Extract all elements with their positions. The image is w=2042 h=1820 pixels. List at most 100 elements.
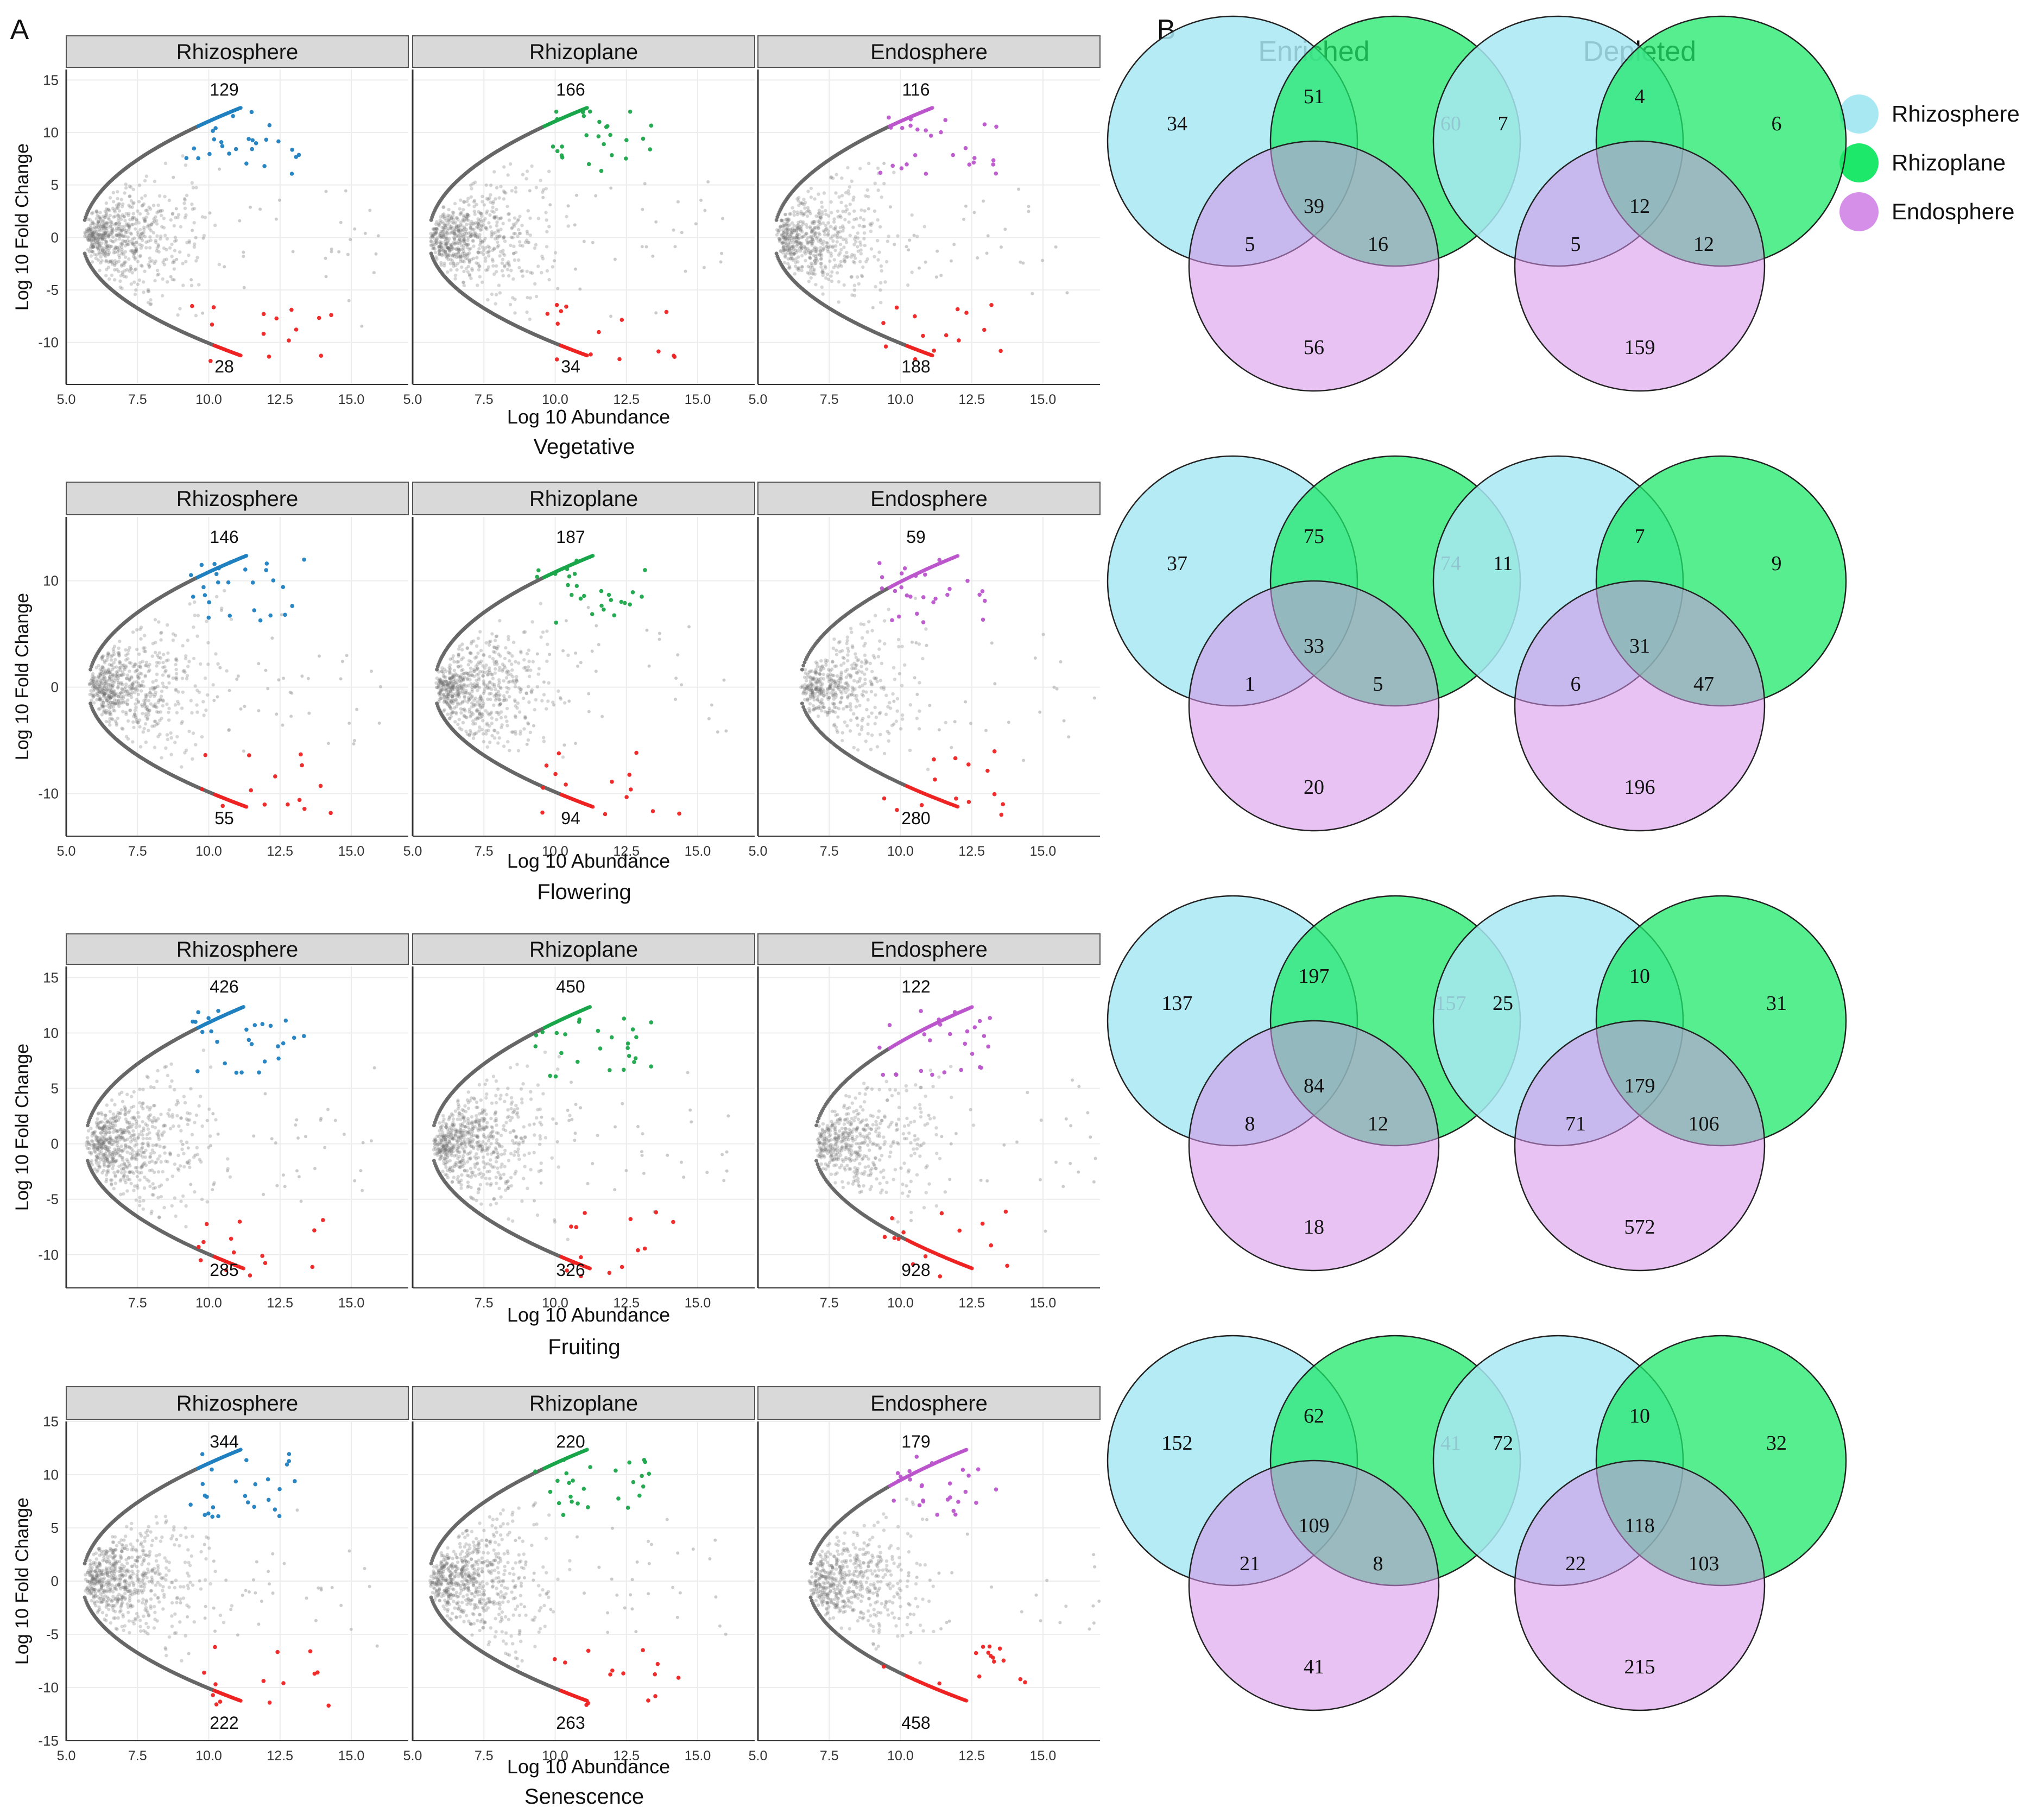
background-point bbox=[836, 231, 840, 235]
background-point bbox=[127, 224, 131, 229]
background-point bbox=[439, 263, 443, 267]
background-point bbox=[851, 225, 855, 229]
background-point bbox=[164, 668, 168, 673]
background-point bbox=[192, 206, 197, 211]
background-point bbox=[87, 250, 92, 254]
background-point bbox=[438, 241, 442, 245]
background-point bbox=[807, 249, 811, 253]
background-point bbox=[922, 225, 927, 229]
background-point bbox=[97, 248, 100, 252]
background-point bbox=[839, 200, 843, 205]
background-point bbox=[863, 225, 867, 228]
background-point bbox=[869, 229, 873, 233]
background-point bbox=[841, 229, 845, 233]
background-point bbox=[496, 240, 500, 244]
background-point bbox=[86, 231, 91, 236]
background-point bbox=[803, 200, 807, 205]
background-point bbox=[100, 665, 104, 669]
y-tick-label: 10 bbox=[43, 124, 59, 141]
background-point bbox=[133, 691, 137, 694]
background-point bbox=[548, 203, 552, 207]
background-point bbox=[116, 204, 121, 208]
background-point bbox=[107, 233, 111, 237]
background-point bbox=[96, 245, 99, 249]
background-point bbox=[185, 677, 189, 681]
background-point bbox=[449, 268, 453, 272]
background-point bbox=[516, 228, 521, 232]
background-point bbox=[185, 674, 189, 678]
background-point bbox=[832, 258, 837, 262]
background-point bbox=[858, 216, 863, 220]
background-point bbox=[120, 225, 124, 229]
background-point bbox=[91, 220, 94, 224]
background-point bbox=[540, 254, 544, 258]
background-point bbox=[112, 215, 116, 219]
enriched-point bbox=[967, 162, 972, 167]
depleted-point bbox=[210, 323, 214, 327]
background-point bbox=[437, 252, 441, 256]
background-point bbox=[89, 239, 93, 243]
background-point bbox=[193, 614, 197, 617]
background-point bbox=[185, 241, 189, 244]
background-point bbox=[861, 265, 865, 269]
enriched-point bbox=[991, 158, 996, 163]
background-point bbox=[131, 251, 135, 255]
background-point bbox=[135, 249, 138, 253]
background-point bbox=[518, 214, 522, 218]
background-point bbox=[91, 245, 95, 249]
background-point bbox=[484, 259, 488, 263]
background-point bbox=[106, 249, 110, 252]
background-point bbox=[472, 199, 477, 203]
background-point bbox=[460, 265, 464, 269]
background-point bbox=[480, 280, 484, 284]
background-point bbox=[643, 182, 647, 186]
background-point bbox=[133, 256, 137, 260]
background-point bbox=[783, 255, 787, 259]
background-point bbox=[1054, 245, 1058, 249]
background-point bbox=[527, 665, 530, 669]
background-point bbox=[127, 228, 131, 232]
enriched-point bbox=[584, 133, 589, 137]
background-point bbox=[676, 200, 680, 204]
background-point bbox=[822, 270, 826, 275]
y-tick-label: 10 bbox=[43, 573, 59, 589]
background-point bbox=[121, 710, 125, 713]
background-point bbox=[809, 186, 813, 191]
background-point bbox=[227, 728, 231, 732]
background-point bbox=[150, 724, 154, 728]
background-point bbox=[127, 257, 131, 261]
background-point bbox=[840, 176, 844, 180]
background-point bbox=[462, 269, 466, 274]
background-point bbox=[499, 185, 503, 188]
background-point bbox=[94, 232, 98, 236]
background-point bbox=[155, 664, 159, 668]
background-point bbox=[104, 213, 109, 217]
background-point bbox=[511, 277, 515, 281]
background-point bbox=[118, 221, 122, 225]
background-point bbox=[324, 256, 327, 260]
background-point bbox=[566, 224, 571, 228]
depleted-point bbox=[982, 327, 987, 332]
depleted-point bbox=[211, 305, 216, 309]
background-point bbox=[491, 264, 495, 268]
background-point bbox=[134, 248, 138, 252]
background-point bbox=[471, 222, 475, 225]
background-point bbox=[528, 296, 532, 300]
background-point bbox=[116, 206, 120, 210]
panel-a-label: A bbox=[10, 14, 29, 46]
background-point bbox=[105, 220, 109, 225]
background-point bbox=[86, 236, 90, 240]
background-point bbox=[111, 235, 115, 239]
background-point bbox=[110, 244, 113, 248]
background-point bbox=[137, 221, 141, 225]
background-point bbox=[86, 235, 91, 239]
background-point bbox=[119, 681, 123, 685]
background-point bbox=[117, 223, 122, 226]
enriched-point bbox=[199, 563, 204, 567]
background-point bbox=[429, 239, 433, 243]
background-point bbox=[142, 219, 147, 224]
background-point bbox=[175, 676, 179, 680]
background-point bbox=[820, 210, 824, 214]
background-point bbox=[124, 260, 128, 264]
